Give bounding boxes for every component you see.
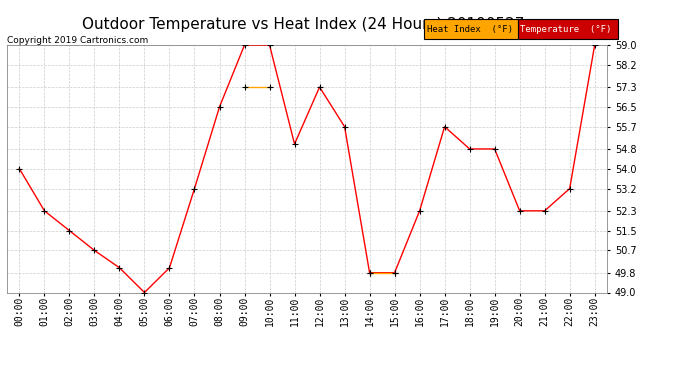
Text: Copyright 2019 Cartronics.com: Copyright 2019 Cartronics.com — [7, 36, 148, 45]
Text: Outdoor Temperature vs Heat Index (24 Hours) 20190527: Outdoor Temperature vs Heat Index (24 Ho… — [82, 17, 525, 32]
Text: Heat Index  (°F): Heat Index (°F) — [427, 25, 513, 34]
Text: Temperature  (°F): Temperature (°F) — [520, 25, 611, 34]
